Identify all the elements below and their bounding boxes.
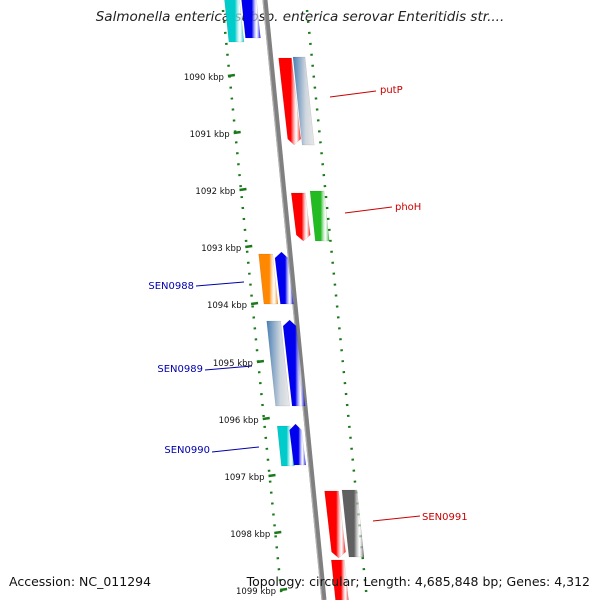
kbp-tick-mark: [268, 473, 276, 478]
gene-block-putp-partner[interactable]: [292, 56, 315, 146]
gene-block-sen0989-left[interactable]: [266, 320, 290, 407]
kbp-tick-label: 1093 kbp: [201, 244, 241, 254]
gene-block-phoh-left[interactable]: [290, 192, 311, 242]
genome-backbone: [262, 0, 327, 600]
organism-title: Salmonella enterica subsp. enterica sero…: [95, 9, 505, 25]
gene-block-putp[interactable]: [278, 57, 301, 146]
kbp-tick-mark: [239, 187, 247, 192]
kbp-tick-mark: [274, 530, 282, 535]
gene-block-phoh[interactable]: [309, 190, 330, 242]
kbp-tick-mark: [262, 416, 270, 421]
gene-leader-line: [195, 281, 245, 287]
kbp-tick-label: 1090 kbp: [184, 73, 224, 83]
gene-label-putp[interactable]: putP: [380, 85, 403, 96]
gene-block-sen0988-left[interactable]: [258, 253, 279, 305]
topology-label: Topology: circular; Length: 4,685,848 bp…: [246, 574, 590, 589]
gene-leader-line: [204, 365, 253, 371]
gene-leader-line: [372, 515, 421, 522]
gene-block-sen0991-left[interactable]: [324, 490, 346, 559]
gene-leader-line: [211, 446, 260, 453]
gene-block-top-cyan[interactable]: [224, 0, 245, 43]
kbp-tick-mark: [256, 359, 265, 364]
gene-block-sen0990[interactable]: [289, 423, 307, 466]
kbp-tick-mark: [233, 130, 241, 135]
kbp-tick-label: 1091 kbp: [190, 130, 230, 140]
kbp-tick-label: 1098 kbp: [230, 530, 270, 540]
kbp-tick-label: 1092 kbp: [195, 187, 235, 197]
kbp-tick-mark: [279, 587, 288, 592]
kbp-tick-label: 1095 kbp: [213, 359, 253, 369]
kbp-tick-label: 1096 kbp: [219, 416, 259, 426]
gene-label-sen0988[interactable]: SEN0988: [148, 281, 194, 292]
kbp-tick-label: 1094 kbp: [207, 301, 247, 311]
kbp-tick-label: 1099 kbp: [236, 587, 276, 597]
gene-leader-line: [329, 90, 377, 98]
gene-block-top-blue[interactable]: [241, 0, 261, 39]
accession-label: Accession: NC_011294: [9, 574, 152, 589]
gene-label-sen0991[interactable]: SEN0991: [422, 512, 468, 523]
gene-block-sen0988[interactable]: [274, 251, 294, 305]
gene-block-sen0991[interactable]: [341, 489, 365, 558]
kbp-tick-label: 1097 kbp: [224, 473, 264, 483]
gene-block-sen0989[interactable]: [282, 319, 306, 407]
gene-label-phoh[interactable]: phoH: [395, 202, 421, 213]
gene-label-sen0990[interactable]: SEN0990: [164, 445, 210, 456]
gene-label-sen0989[interactable]: SEN0989: [157, 364, 203, 375]
gene-block-bottom-red[interactable]: [331, 559, 349, 600]
kbp-tick-mark: [245, 244, 253, 249]
kbp-tick-mark: [227, 73, 236, 78]
gene-leader-line: [344, 206, 393, 214]
kbp-tick-mark: [250, 301, 259, 306]
gene-block-sen0990-left[interactable]: [276, 425, 295, 467]
